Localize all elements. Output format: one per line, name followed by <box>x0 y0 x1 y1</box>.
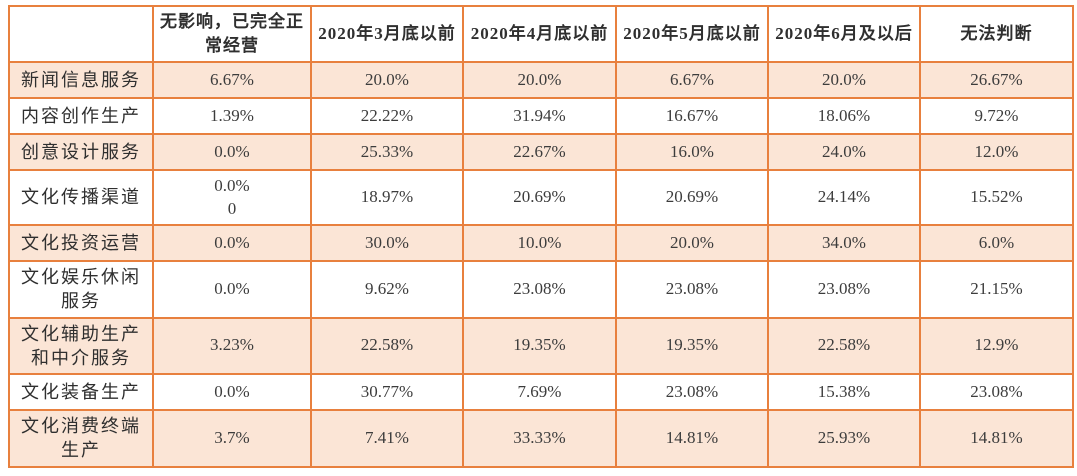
table-row: 文化投资运营 0.0% 30.0% 10.0% 20.0% 34.0% 6.0% <box>8 224 1074 262</box>
table-row: 创意设计服务 0.0% 25.33% 22.67% 16.0% 24.0% 12.0% <box>8 133 1074 171</box>
value-cell: 14.81% <box>615 409 769 468</box>
covid-impact-recovery-table: 无影响，已完全正常经营 2020年3月底以前 2020年4月底以前 2020年5… <box>8 5 1074 468</box>
value-cell: 0.0% <box>152 260 312 319</box>
value-cell: 23.08% <box>919 373 1074 412</box>
row-label: 新闻信息服务 <box>8 61 154 99</box>
value-cell: 9.72% <box>919 97 1074 135</box>
value-cell: 20.69% <box>615 169 769 226</box>
value-cell: 26.67% <box>919 61 1074 99</box>
value-cell: 23.08% <box>767 260 921 319</box>
value-cell: 0.0% <box>152 224 312 262</box>
value-cell: 16.0% <box>615 133 769 171</box>
value-cell: 21.15% <box>919 260 1074 319</box>
value-cell: 31.94% <box>462 97 617 135</box>
value-cell: 0.0% <box>152 133 312 171</box>
value-cell: 3.7% <box>152 409 312 468</box>
table-row: 文化传播渠道 0.0% 0 18.97% 20.69% 20.69% 24.14% 15.5… <box>8 169 1074 226</box>
column-header-by-end-april: 2020年4月底以前 <box>462 5 617 63</box>
table-row: 文化消费终端生产 3.7% 7.41% 33.33% 14.81% 25.93% 14.81… <box>8 409 1074 468</box>
value-cell: 34.0% <box>767 224 921 262</box>
value-cell: 0.0% 0 <box>152 169 312 226</box>
value-cell: 20.0% <box>310 61 464 99</box>
row-label: 文化传播渠道 <box>8 169 154 226</box>
value-cell: 20.0% <box>767 61 921 99</box>
column-header-by-end-may: 2020年5月底以前 <box>615 5 769 63</box>
value-cell: 20.0% <box>615 224 769 262</box>
column-header-blank <box>8 5 154 63</box>
value-cell: 24.14% <box>767 169 921 226</box>
value-cell: 30.77% <box>310 373 464 412</box>
value-cell: 6.67% <box>152 61 312 99</box>
column-header-by-end-march: 2020年3月底以前 <box>310 5 464 63</box>
table-row: 文化娱乐休闲服务 0.0% 9.62% 23.08% 23.08% 23.08% 21.15… <box>8 260 1074 319</box>
value-cell: 23.08% <box>462 260 617 319</box>
row-label: 文化消费终端生产 <box>8 409 154 468</box>
column-header-no-impact: 无影响，已完全正常经营 <box>152 5 312 63</box>
row-label: 内容创作生产 <box>8 97 154 135</box>
value-cell: 3.23% <box>152 316 312 376</box>
column-header-cannot-judge: 无法判断 <box>919 5 1074 63</box>
value-cell: 22.67% <box>462 133 617 171</box>
value-cell: 1.39% <box>152 97 312 135</box>
value-cell: 22.58% <box>767 316 921 376</box>
value-cell: 30.0% <box>310 224 464 262</box>
value-cell: 20.69% <box>462 169 617 226</box>
table-row: 文化装备生产 0.0% 30.77% 7.69% 23.08% 15.38% 23.08% <box>8 373 1074 412</box>
header-row: 无影响，已完全正常经营 2020年3月底以前 2020年4月底以前 2020年5… <box>8 5 1074 63</box>
table-row: 新闻信息服务 6.67% 20.0% 20.0% 6.67% 20.0% 26.67% <box>8 61 1074 99</box>
value-cell: 19.35% <box>462 316 617 376</box>
value-cell: 25.33% <box>310 133 464 171</box>
value-cell: 15.38% <box>767 373 921 412</box>
value-cell: 9.62% <box>310 260 464 319</box>
row-label: 文化装备生产 <box>8 373 154 412</box>
value-cell: 18.06% <box>767 97 921 135</box>
value-cell: 24.0% <box>767 133 921 171</box>
value-cell: 12.9% <box>919 316 1074 376</box>
value-cell: 25.93% <box>767 409 921 468</box>
value-cell: 22.58% <box>310 316 464 376</box>
value-cell: 10.0% <box>462 224 617 262</box>
value-cell: 16.67% <box>615 97 769 135</box>
row-label: 创意设计服务 <box>8 133 154 171</box>
row-label: 文化辅助生产和中介服务 <box>8 316 154 376</box>
value-cell: 14.81% <box>919 409 1074 468</box>
column-header-june-and-after: 2020年6月及以后 <box>767 5 921 63</box>
value-cell: 6.0% <box>919 224 1074 262</box>
row-label: 文化娱乐休闲服务 <box>8 260 154 319</box>
value-cell: 20.0% <box>462 61 617 99</box>
table-row: 文化辅助生产和中介服务 3.23% 22.58% 19.35% 19.35% 22.58%… <box>8 316 1074 376</box>
value-cell: 19.35% <box>615 316 769 376</box>
value-cell: 22.22% <box>310 97 464 135</box>
value-cell: 7.69% <box>462 373 617 412</box>
value-cell: 23.08% <box>615 373 769 412</box>
value-cell: 0.0% <box>152 373 312 412</box>
row-label: 文化投资运营 <box>8 224 154 262</box>
table-row: 内容创作生产 1.39% 22.22% 31.94% 16.67% 18.06% 9.72% <box>8 97 1074 135</box>
value-cell: 7.41% <box>310 409 464 468</box>
value-cell: 15.52% <box>919 169 1074 226</box>
value-cell: 12.0% <box>919 133 1074 171</box>
value-cell: 23.08% <box>615 260 769 319</box>
value-cell: 33.33% <box>462 409 617 468</box>
value-cell: 6.67% <box>615 61 769 99</box>
value-cell: 18.97% <box>310 169 464 226</box>
